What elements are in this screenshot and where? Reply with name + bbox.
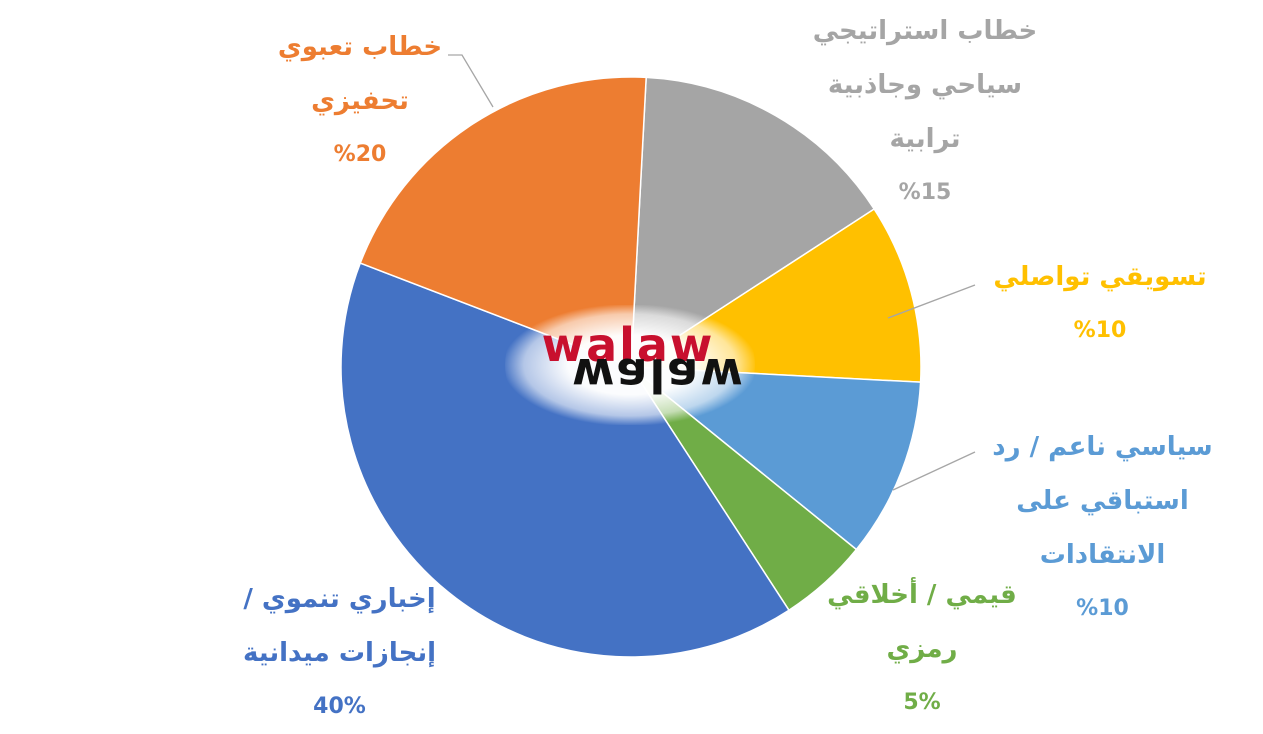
slice-label-marketing: تسويقي تواصلي %10 <box>980 250 1220 358</box>
slice-label-mobilizing: خطاب تعبوي تحفيزي %20 <box>250 20 470 182</box>
leader-line-strategic <box>887 284 976 319</box>
watermark-logo-text: walaw <box>541 318 715 372</box>
leader-line-soft-political <box>892 451 976 491</box>
slice-label-news: إخباري تنموي / إنجازات ميدانية 40% <box>222 572 457 734</box>
slice-value-marketing: %10 <box>1073 318 1127 343</box>
slice-label-soft-political: سياسي ناعم / رد استباقي على الانتقادات %… <box>975 420 1230 636</box>
pie-slice-mobilizing <box>359 76 647 369</box>
pie-slice-news <box>340 262 790 658</box>
slice-label-values: قيمي / أخلاقي رمزي 5% <box>812 568 1032 730</box>
watermark-logo-glow <box>505 305 755 425</box>
slice-value-soft-political: %10 <box>1076 596 1129 621</box>
slice-value-mobilizing: %20 <box>333 142 387 167</box>
leader-line-mobilizing <box>448 54 494 108</box>
slice-value-news: 40% <box>313 694 366 719</box>
pie-slice-strategic <box>630 76 876 369</box>
watermark-logo-text-mirrored: walaw <box>572 348 745 402</box>
slice-value-strategic: %15 <box>898 180 952 205</box>
slice-value-values: 5% <box>903 690 941 715</box>
slice-label-strategic: خطاب استراتيجي سياحي وجاذبية ترابية %15 <box>790 4 1060 220</box>
